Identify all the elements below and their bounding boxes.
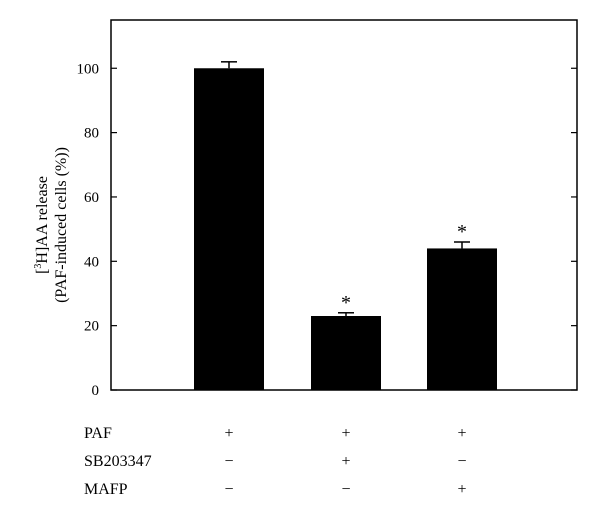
significance-marker: * xyxy=(341,292,351,314)
condition-mark: + xyxy=(457,481,467,498)
y-tick-label: 80 xyxy=(84,126,99,142)
condition-mark: − xyxy=(341,481,351,498)
bar xyxy=(194,68,264,391)
y-tick-label: 100 xyxy=(77,61,100,77)
y-axis-label-prefix: [ xyxy=(34,268,52,274)
condition-label: SB203347 xyxy=(84,453,152,470)
y-axis-label-line1: H]AA release xyxy=(34,176,52,264)
y-tick-label: 40 xyxy=(84,254,99,270)
condition-mark: + xyxy=(341,425,351,442)
condition-mark: + xyxy=(457,425,467,442)
condition-mark: + xyxy=(341,453,351,470)
y-tick-label: 0 xyxy=(92,383,100,399)
y-axis-label-line2: (PAF-induced cells (%)) xyxy=(53,147,71,303)
condition-mark: − xyxy=(224,481,234,498)
condition-mark: − xyxy=(224,453,234,470)
bar xyxy=(427,248,497,390)
y-tick-label: 20 xyxy=(84,319,99,335)
y-tick-label: 60 xyxy=(84,190,99,206)
bar xyxy=(311,316,381,390)
y-axis-label-superscript: 3 xyxy=(32,263,44,269)
condition-mark: − xyxy=(457,453,467,470)
y-axis-label: [3H]AA release (PAF-induced cells (%)) xyxy=(20,110,80,340)
condition-label: PAF xyxy=(84,425,112,442)
condition-label: MAFP xyxy=(84,481,128,498)
significance-marker: * xyxy=(457,221,467,243)
condition-mark: + xyxy=(224,425,234,442)
